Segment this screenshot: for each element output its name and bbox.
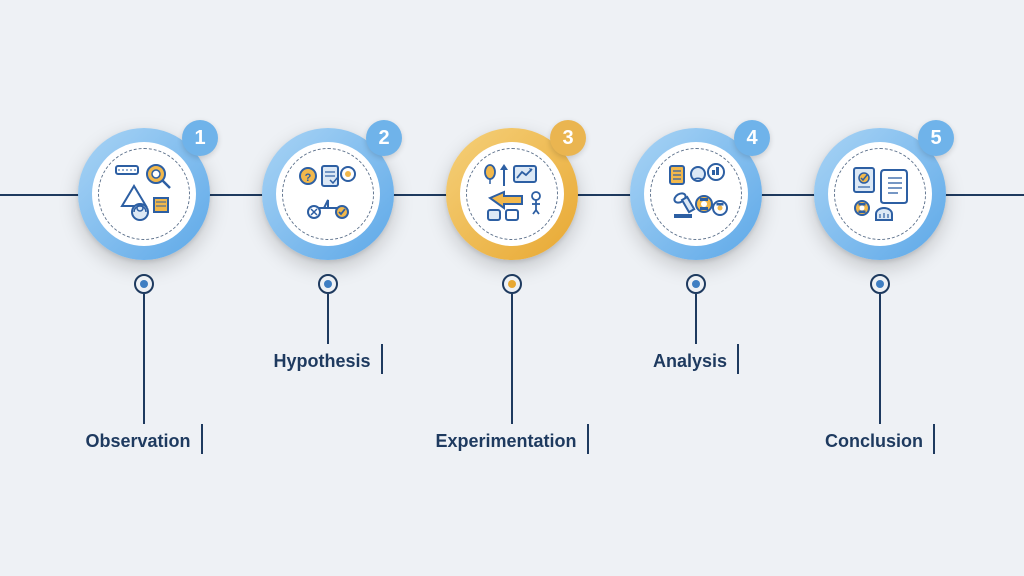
- dot-inner: [876, 280, 884, 288]
- dashed-ring: [466, 148, 558, 240]
- connector-dot: [318, 274, 338, 294]
- dot-inner: [140, 280, 148, 288]
- step-number-badge: 3: [550, 120, 586, 156]
- dashed-ring: [98, 148, 190, 240]
- step-label: Conclusion: [825, 431, 923, 454]
- step-label: Observation: [85, 431, 190, 454]
- dashed-ring: [650, 148, 742, 240]
- step-number-badge: 1: [182, 120, 218, 156]
- connector-dot: [870, 274, 890, 294]
- dashed-ring: [282, 148, 374, 240]
- dot-inner: [692, 280, 700, 288]
- label-wrap: Experimentation: [435, 424, 588, 454]
- circle-inner: [92, 142, 196, 246]
- step-5: 5 Conclusion: [800, 128, 960, 454]
- label-wrap: Observation: [85, 424, 202, 454]
- step-circle: 5: [814, 128, 946, 260]
- step-circle: ? 2: [262, 128, 394, 260]
- circle-inner: [828, 142, 932, 246]
- connector-dot: [134, 274, 154, 294]
- step-label: Analysis: [653, 351, 727, 374]
- step-number-badge: 5: [918, 120, 954, 156]
- circle-inner: [460, 142, 564, 246]
- step-circle: 1: [78, 128, 210, 260]
- step-number-badge: 2: [366, 120, 402, 156]
- dot-inner: [508, 280, 516, 288]
- step-3: 3 Experimentation: [432, 128, 592, 454]
- step-2: ? 2 Hypothesis: [248, 128, 408, 454]
- connector-dot: [686, 274, 706, 294]
- step-circle: 3: [446, 128, 578, 260]
- vertical-connector: [327, 294, 329, 344]
- step-number-badge: 4: [734, 120, 770, 156]
- dot-inner: [324, 280, 332, 288]
- label-wrap: Analysis: [653, 344, 739, 374]
- step-label: Experimentation: [435, 431, 576, 454]
- label-wrap: Hypothesis: [273, 344, 382, 374]
- label-bar: [737, 344, 739, 374]
- vertical-connector: [143, 294, 145, 424]
- step-label: Hypothesis: [273, 351, 370, 374]
- steps-container: 1 Observation ? 2: [0, 128, 1024, 454]
- label-bar: [201, 424, 203, 454]
- vertical-connector: [511, 294, 513, 424]
- circle-inner: ?: [276, 142, 380, 246]
- vertical-connector: [695, 294, 697, 344]
- step-4: 4 Analysis: [616, 128, 776, 454]
- step-1: 1 Observation: [64, 128, 224, 454]
- label-bar: [381, 344, 383, 374]
- circle-inner: [644, 142, 748, 246]
- label-bar: [933, 424, 935, 454]
- step-circle: 4: [630, 128, 762, 260]
- label-wrap: Conclusion: [825, 424, 935, 454]
- label-bar: [587, 424, 589, 454]
- connector-dot: [502, 274, 522, 294]
- vertical-connector: [879, 294, 881, 424]
- dashed-ring: [834, 148, 926, 240]
